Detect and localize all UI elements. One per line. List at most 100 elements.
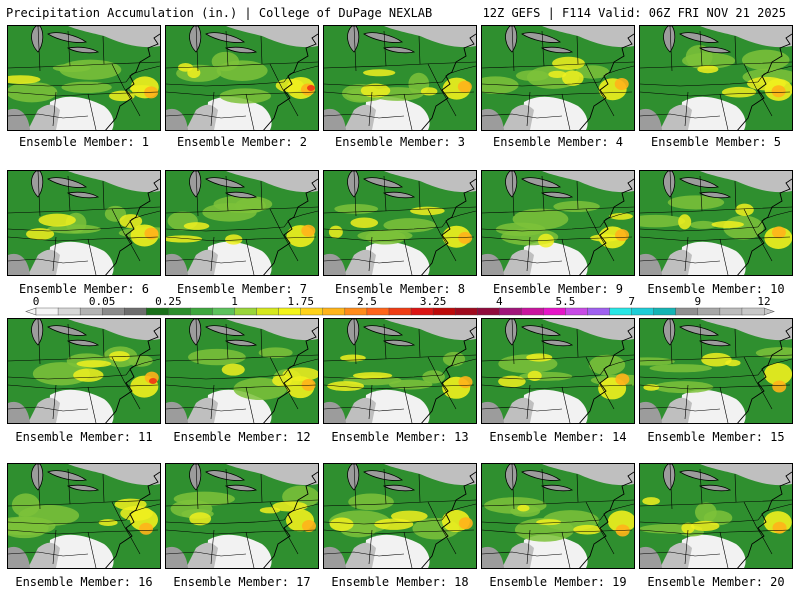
precip-max <box>144 227 159 240</box>
great-lakes <box>189 319 258 347</box>
precip-map <box>324 26 476 130</box>
state-border <box>283 210 318 228</box>
state-border <box>166 354 318 362</box>
dry-region <box>166 253 188 275</box>
dry-region <box>166 401 188 423</box>
precip-map <box>8 464 160 568</box>
state-border <box>482 374 601 380</box>
precip-area <box>374 518 414 530</box>
precip-area <box>640 214 686 228</box>
state-border <box>52 236 97 275</box>
colorbar-swatch <box>543 307 566 316</box>
coastline <box>263 33 318 130</box>
state-border <box>368 384 413 423</box>
colorbar-swatch <box>477 307 500 316</box>
state-border <box>757 503 792 521</box>
colorbar-swatch <box>454 307 478 316</box>
colorbar-swatch <box>124 307 147 316</box>
state-border <box>427 63 457 117</box>
ensemble-member-map <box>165 25 319 131</box>
north-gray <box>68 26 160 48</box>
colorbar-swatch <box>388 307 412 316</box>
precip-map <box>8 26 160 130</box>
precip-area <box>640 357 675 366</box>
member-label: Ensemble Member: 6 <box>18 282 150 296</box>
member-label: Ensemble Member: 10 <box>647 282 785 296</box>
north-gray <box>226 464 318 486</box>
precip-area <box>61 81 112 94</box>
state-border <box>482 406 563 412</box>
dry-region <box>28 104 60 130</box>
great-lakes <box>663 171 732 199</box>
state-border <box>111 501 141 555</box>
ensemble-member-map <box>481 25 635 131</box>
dry-region <box>48 389 114 423</box>
colorbar-arrow-low <box>25 307 37 316</box>
great-lakes <box>663 464 732 492</box>
state-border <box>482 551 563 557</box>
state-border <box>640 206 792 214</box>
state-border <box>283 503 318 521</box>
colorbar-swatch <box>697 307 721 316</box>
dry-region <box>324 108 346 130</box>
state-border <box>684 236 729 275</box>
colorbar-tick-label: 4 <box>496 296 503 308</box>
north-gray <box>384 171 476 193</box>
state-border <box>324 499 476 507</box>
state-border <box>37 319 105 365</box>
dry-region <box>640 108 662 130</box>
state-border <box>441 358 476 376</box>
state-border <box>757 65 792 83</box>
great-lakes <box>31 26 100 54</box>
colorbar-swatch <box>366 307 390 316</box>
state-border <box>166 519 285 525</box>
state-border <box>511 464 579 510</box>
great-lakes <box>347 464 416 492</box>
coastline <box>737 33 792 130</box>
dry-region <box>186 542 218 568</box>
precip-area <box>711 220 744 229</box>
dry-region <box>8 253 30 275</box>
precip-area <box>725 359 741 367</box>
colorbar-swatch <box>300 307 324 316</box>
dry-region <box>28 397 60 423</box>
colorbar-swatch <box>146 307 169 316</box>
member-label: Ensemble Member: 13 <box>331 430 469 444</box>
colorbar-swatch <box>101 307 125 316</box>
member-label: Ensemble Member: 4 <box>492 135 624 149</box>
precip-max <box>771 226 786 239</box>
state-border <box>166 61 318 69</box>
precip-area <box>8 82 58 103</box>
coastline <box>421 178 476 275</box>
run-valid-time: 12Z GEFS | F114 Valid: 06Z FRI NOV 21 20… <box>482 6 786 20</box>
precip-area <box>512 208 569 230</box>
state-border <box>37 171 105 217</box>
dry-region <box>8 546 30 568</box>
precip-max <box>139 522 154 535</box>
dry-region <box>186 397 218 423</box>
state-border <box>482 519 601 525</box>
colorbar-swatch <box>565 307 589 316</box>
state-border <box>599 210 634 228</box>
precip-map <box>482 171 634 275</box>
dry-region <box>48 241 114 275</box>
precip-map <box>640 26 792 130</box>
state-border <box>743 501 773 555</box>
precip-area <box>221 363 245 376</box>
north-gray <box>226 319 318 341</box>
colorbar-swatch <box>609 307 633 316</box>
state-border <box>511 26 579 72</box>
map-title: Precipitation Accumulation (in.) | Colle… <box>6 6 433 20</box>
precip-max <box>457 80 472 93</box>
state-border <box>8 226 127 232</box>
state-border <box>526 529 571 568</box>
colorbar-swatch <box>234 307 258 316</box>
dry-region <box>344 249 376 275</box>
precip-area <box>667 195 725 210</box>
state-border <box>585 63 615 117</box>
precip-area <box>553 200 600 213</box>
dry-region <box>680 534 746 568</box>
member-label: Ensemble Member: 19 <box>489 575 627 589</box>
north-gray <box>542 26 634 48</box>
state-border <box>324 258 405 264</box>
